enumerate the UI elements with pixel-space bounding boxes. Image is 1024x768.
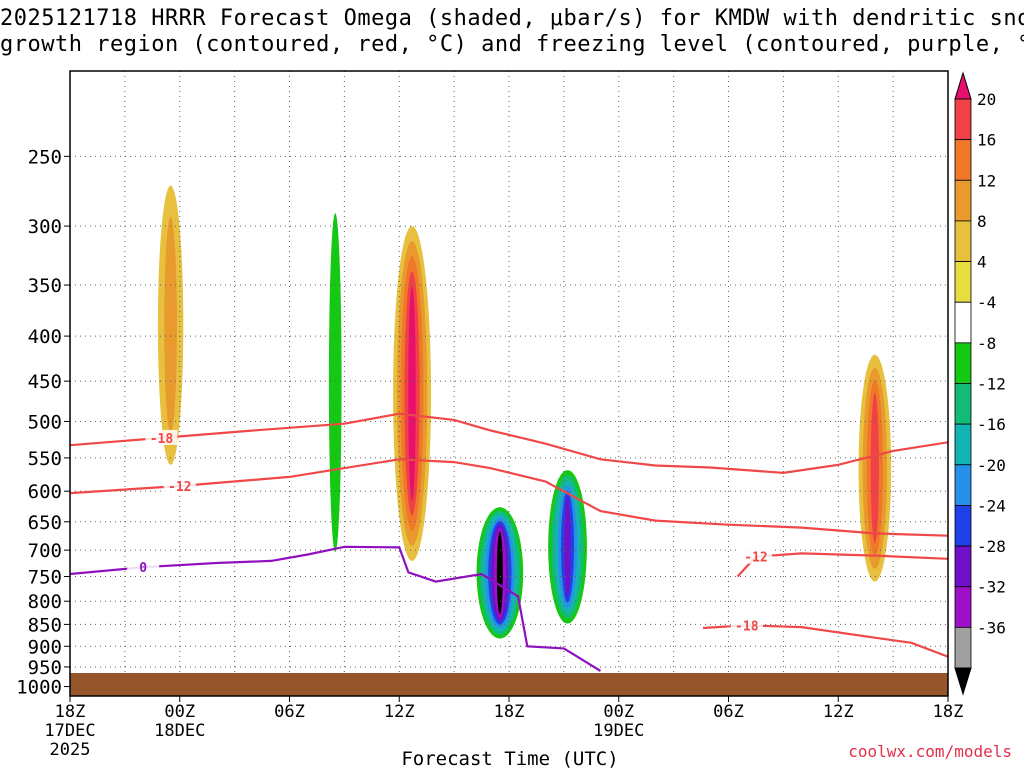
colorbar-swatch-14 [954,626,972,669]
y-tick-label-700: 700 [28,540,62,562]
omega-shade-0-1 [164,217,177,434]
colorbar-bottom-arrow [954,667,972,696]
colorbar-label-8: -16 [977,415,1006,434]
colorbar-label-1: 16 [977,131,996,150]
colorbar-swatch-13 [954,586,972,628]
contour-label-3: -18 [735,619,759,634]
x-tick-date-0: 17DEC [44,721,95,741]
omega-shade-4-6 [564,496,571,598]
colorbar-swatch-10 [954,464,972,506]
colorbar-label-10: -24 [977,496,1006,515]
x-tick-label-42: 12Z [823,702,854,722]
colorbar-swatch-5 [954,261,972,303]
omega-shade-3-8 [496,531,503,615]
colorbar-label-13: -36 [977,618,1006,637]
colorbar-label-5: -4 [977,293,996,312]
y-tick-label-600: 600 [28,481,62,503]
contour-label-2: -12 [744,551,767,566]
dendritic-contour-1 [70,458,948,537]
colorbar-swatch-4 [954,220,972,262]
x-tick-date-6: 18DEC [154,721,205,741]
colorbar-label-2: 12 [977,171,996,190]
x-tick-label-24: 18Z [494,702,525,722]
y-tick-label-1000: 1000 [16,677,62,699]
contour-label-0: -18 [150,432,174,447]
colorbar-swatch-6 [954,301,972,344]
colorbar-label-12: -32 [977,578,1006,597]
y-tick-label-300: 300 [28,216,62,238]
contour-label-bg-3 [730,617,763,633]
omega-shade-5-3 [870,393,879,544]
y-tick-label-800: 800 [28,591,62,613]
colorbar-swatch-11 [954,505,972,547]
x-tick-label-12: 06Z [274,702,305,722]
y-tick-label-650: 650 [28,512,62,534]
y-tick-label-550: 550 [28,448,62,470]
colorbar-label-9: -20 [977,456,1006,475]
colorbar-label-6: -8 [977,334,996,353]
y-tick-label-350: 350 [28,275,62,297]
omega-shade-1-1 [328,213,342,553]
x-tick-label-36: 06Z [713,702,744,722]
y-tick-label-950: 950 [28,657,62,679]
x-tick-label-30: 00Z [603,702,634,722]
dendritic-contour-0 [70,412,948,475]
freezing-level-line-4 [70,545,602,672]
chart-title-line1: 2025121718 HRRR Forecast Omega (shaded, … [0,6,1024,31]
site-credit[interactable]: coolwx.com/models [848,742,1012,761]
y-tick-label-900: 900 [28,636,62,658]
x-tick-label-0: 18Z [55,702,86,722]
y-tick-label-250: 250 [28,146,62,168]
y-tick-label-750: 750 [28,567,62,589]
omega-shade-2-4 [408,286,416,501]
colorbar-swatch-7 [954,342,972,384]
y-tick-label-500: 500 [28,411,62,433]
colorbar-label-0: 20 [977,90,996,109]
contour-label-1: -12 [168,480,191,495]
contour-label-bg-2 [739,548,772,564]
y-tick-label-450: 450 [28,371,62,393]
colorbar-label-3: 8 [977,212,987,231]
chart-title-line2: growth region (contoured, red, °C) and f… [0,32,1024,57]
colorbar-swatch-9 [954,423,972,466]
colorbar-swatch-1 [954,98,972,141]
x-tick-label-18: 12Z [384,702,415,722]
colorbar-swatch-8 [954,383,972,425]
x-tick-label-6: 00Z [164,702,195,722]
contour-label-bg-0 [145,429,178,445]
contour-label-bg-1 [163,478,196,494]
x-tick-date-30: 19DEC [593,721,644,741]
colorbar-swatch-2 [954,139,972,181]
colorbar-label-7: -12 [977,375,1006,394]
contour-label-bg-4 [127,559,160,575]
x-tick-year-0: 2025 [50,740,91,760]
x-tick-label-48: 18Z [933,702,964,722]
colorbar-top-arrow [954,71,972,100]
x-axis-label: Forecast Time (UTC) [401,748,618,768]
colorbar-swatch-12 [954,545,972,588]
colorbar-label-4: 4 [977,253,987,272]
colorbar-label-11: -28 [977,537,1006,556]
contour-label-4: 0 [139,561,147,576]
colorbar-swatch-3 [954,179,972,222]
y-tick-label-850: 850 [28,614,62,636]
y-tick-label-400: 400 [28,326,62,348]
terrain-ground [70,673,948,696]
